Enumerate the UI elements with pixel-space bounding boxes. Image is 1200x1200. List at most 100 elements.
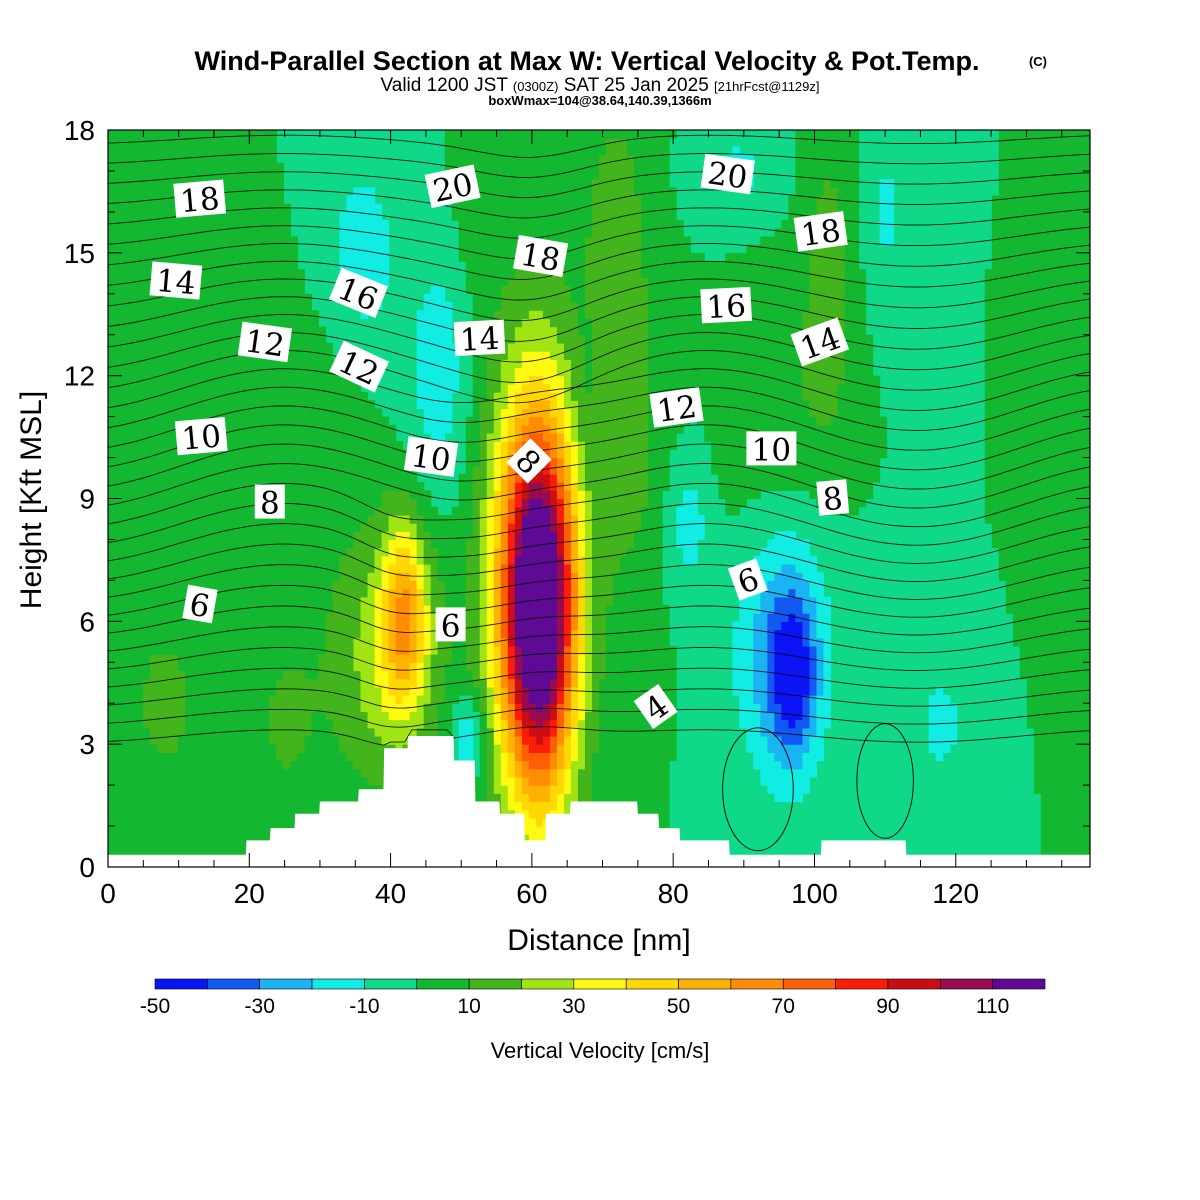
velocity-cell [844,342,874,352]
velocity-cell [563,776,572,786]
velocity-cell [591,785,670,794]
velocity-cell [556,514,565,524]
velocity-cell [570,293,586,303]
velocity-cell [760,768,818,778]
velocity-cell [570,727,579,737]
velocity-cell [437,547,467,557]
velocity-cell [514,514,523,524]
theta-contour-line [108,688,1090,709]
velocity-cell [416,695,432,704]
velocity-cell [563,580,572,590]
velocity-cell [108,285,305,295]
velocity-cell [584,572,593,581]
velocity-cell [430,629,439,639]
velocity-cell [591,695,600,704]
velocity-cell [423,613,432,622]
velocity-cell [606,662,677,672]
colorbar-tick-label: 30 [562,995,585,1018]
velocity-cell [416,621,425,631]
velocity-cell [802,359,846,369]
velocity-cell [108,162,284,172]
velocity-cell [493,662,502,672]
velocity-cell [795,138,860,147]
velocity-cell [549,735,558,745]
velocity-cell [108,793,488,803]
velocity-cell [108,637,327,647]
velocity-cell [444,686,481,696]
velocity-cell [451,203,593,213]
velocity-cell [108,310,320,319]
velocity-cell [108,547,348,557]
velocity-cell [500,555,509,565]
velocity-cell [108,785,383,794]
velocity-cell [577,703,586,713]
velocity-cell [577,752,586,762]
velocity-cell [339,236,390,246]
velocity-cell [514,613,558,622]
velocity-cell [521,744,530,753]
velocity-cell [269,695,362,704]
velocity-cell [381,604,390,614]
velocity-cell [991,236,1090,246]
velocity-cell [809,686,818,696]
velocity-cell [809,588,825,598]
velocity-cell [367,580,383,590]
theta-contour-line [108,386,1090,431]
velocity-cell [500,727,509,737]
velocity-cell [346,203,383,213]
velocity-cell [549,523,558,532]
velocity-cell [430,645,439,655]
velocity-cell [108,752,277,762]
velocity-cell [430,531,474,541]
velocity-cell [584,252,642,262]
theta-contour-line [108,443,1090,490]
velocity-cell [634,170,670,180]
velocity-cell [928,744,951,753]
velocity-cell [584,269,642,278]
velocity-cell [584,351,593,360]
x-tick-label: 100 [791,878,838,909]
velocity-cell [549,776,558,786]
velocity-cell [584,261,642,270]
velocity-cell [809,301,846,311]
velocity-cell [388,629,397,639]
velocity-cell [423,596,432,606]
velocity-cell [844,293,867,303]
velocity-cell [577,514,586,524]
velocity-cell [570,449,579,459]
velocity-cell [795,170,860,180]
velocity-cell [584,645,593,655]
velocity-cell [108,588,334,598]
velocity-cell [844,351,874,360]
velocity-cell [374,670,390,680]
velocity-cell [458,490,474,500]
velocity-cell [549,457,558,467]
velocity-cell [486,441,495,450]
velocity-cell [374,727,418,737]
velocity-cell [521,678,551,688]
velocity-cell [416,555,425,565]
velocity-cell [514,637,558,647]
velocity-cell [823,686,832,696]
velocity-cell [472,359,488,369]
velocity-cell [521,490,530,500]
velocity-cell [514,760,523,770]
velocity-cell [514,375,530,385]
velocity-cell [584,555,593,565]
velocity-cell [570,629,579,639]
velocity-cell [753,752,775,762]
colorbar-swatch [678,978,732,990]
velocity-cell [395,555,411,565]
velocity-cell [556,432,565,442]
theta-contour-line [108,368,1090,411]
velocity-cell [493,564,502,573]
velocity-cell [500,416,509,426]
velocity-cell [556,588,565,598]
colorbar-label: Vertical Velocity [cm/s] [491,1038,710,1063]
velocity-cell [493,531,502,541]
velocity-cell [528,482,544,491]
velocity-cell [556,564,565,573]
velocity-cell [108,146,277,156]
velocity-cell [563,768,572,778]
velocity-cell [521,359,558,369]
